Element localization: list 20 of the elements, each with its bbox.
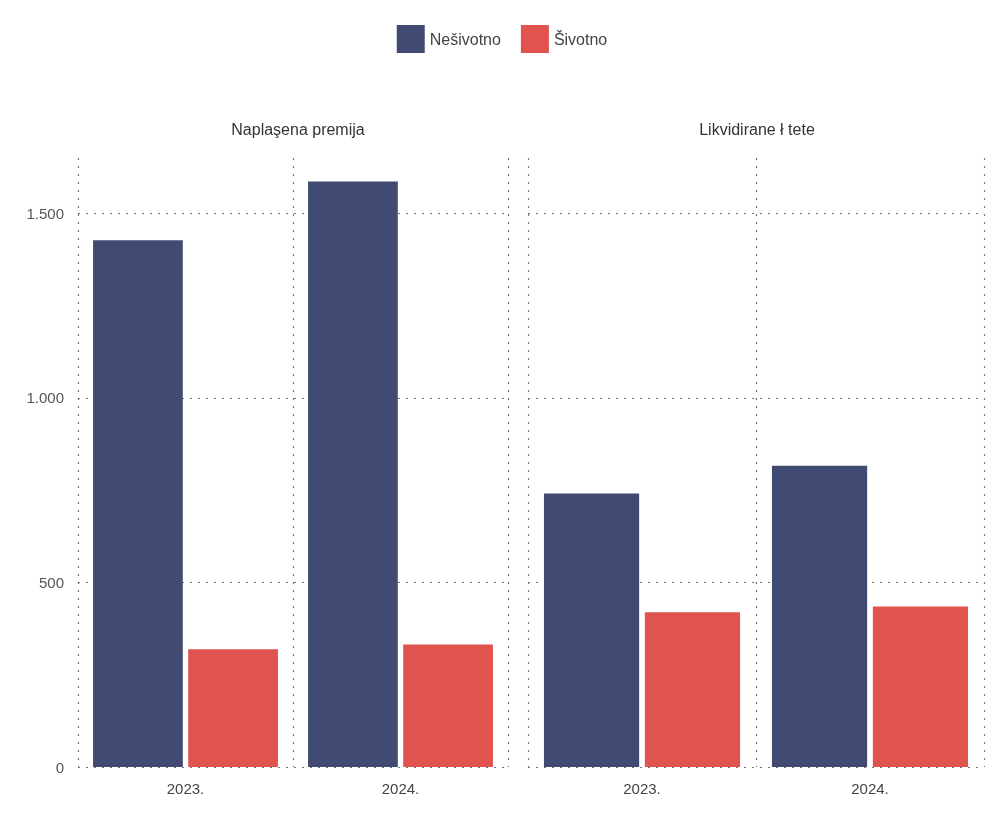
y-tick-label: 1.500 xyxy=(26,204,64,222)
bar xyxy=(403,644,493,767)
x-tick-label: 2023. xyxy=(166,780,205,797)
y-tick-label: 500 xyxy=(38,573,64,591)
chart-title: Likvidirane ł tete xyxy=(699,120,815,138)
legend-label: Šivotno xyxy=(553,29,608,48)
y-tick-label: 0 xyxy=(55,758,64,776)
bar xyxy=(644,612,741,767)
bar xyxy=(308,181,398,767)
bar xyxy=(543,493,640,767)
legend-label: Nešivotno xyxy=(429,30,501,48)
bar xyxy=(872,606,969,767)
x-tick-label: 2024. xyxy=(851,780,889,797)
bar xyxy=(188,649,278,767)
bar xyxy=(771,465,868,767)
bar xyxy=(93,240,183,767)
x-tick-label: 2023. xyxy=(623,780,661,797)
chart-title: Naplaşena premija xyxy=(231,120,365,138)
x-tick-label: 2024. xyxy=(381,780,420,797)
y-tick-label: 1.000 xyxy=(26,389,64,407)
